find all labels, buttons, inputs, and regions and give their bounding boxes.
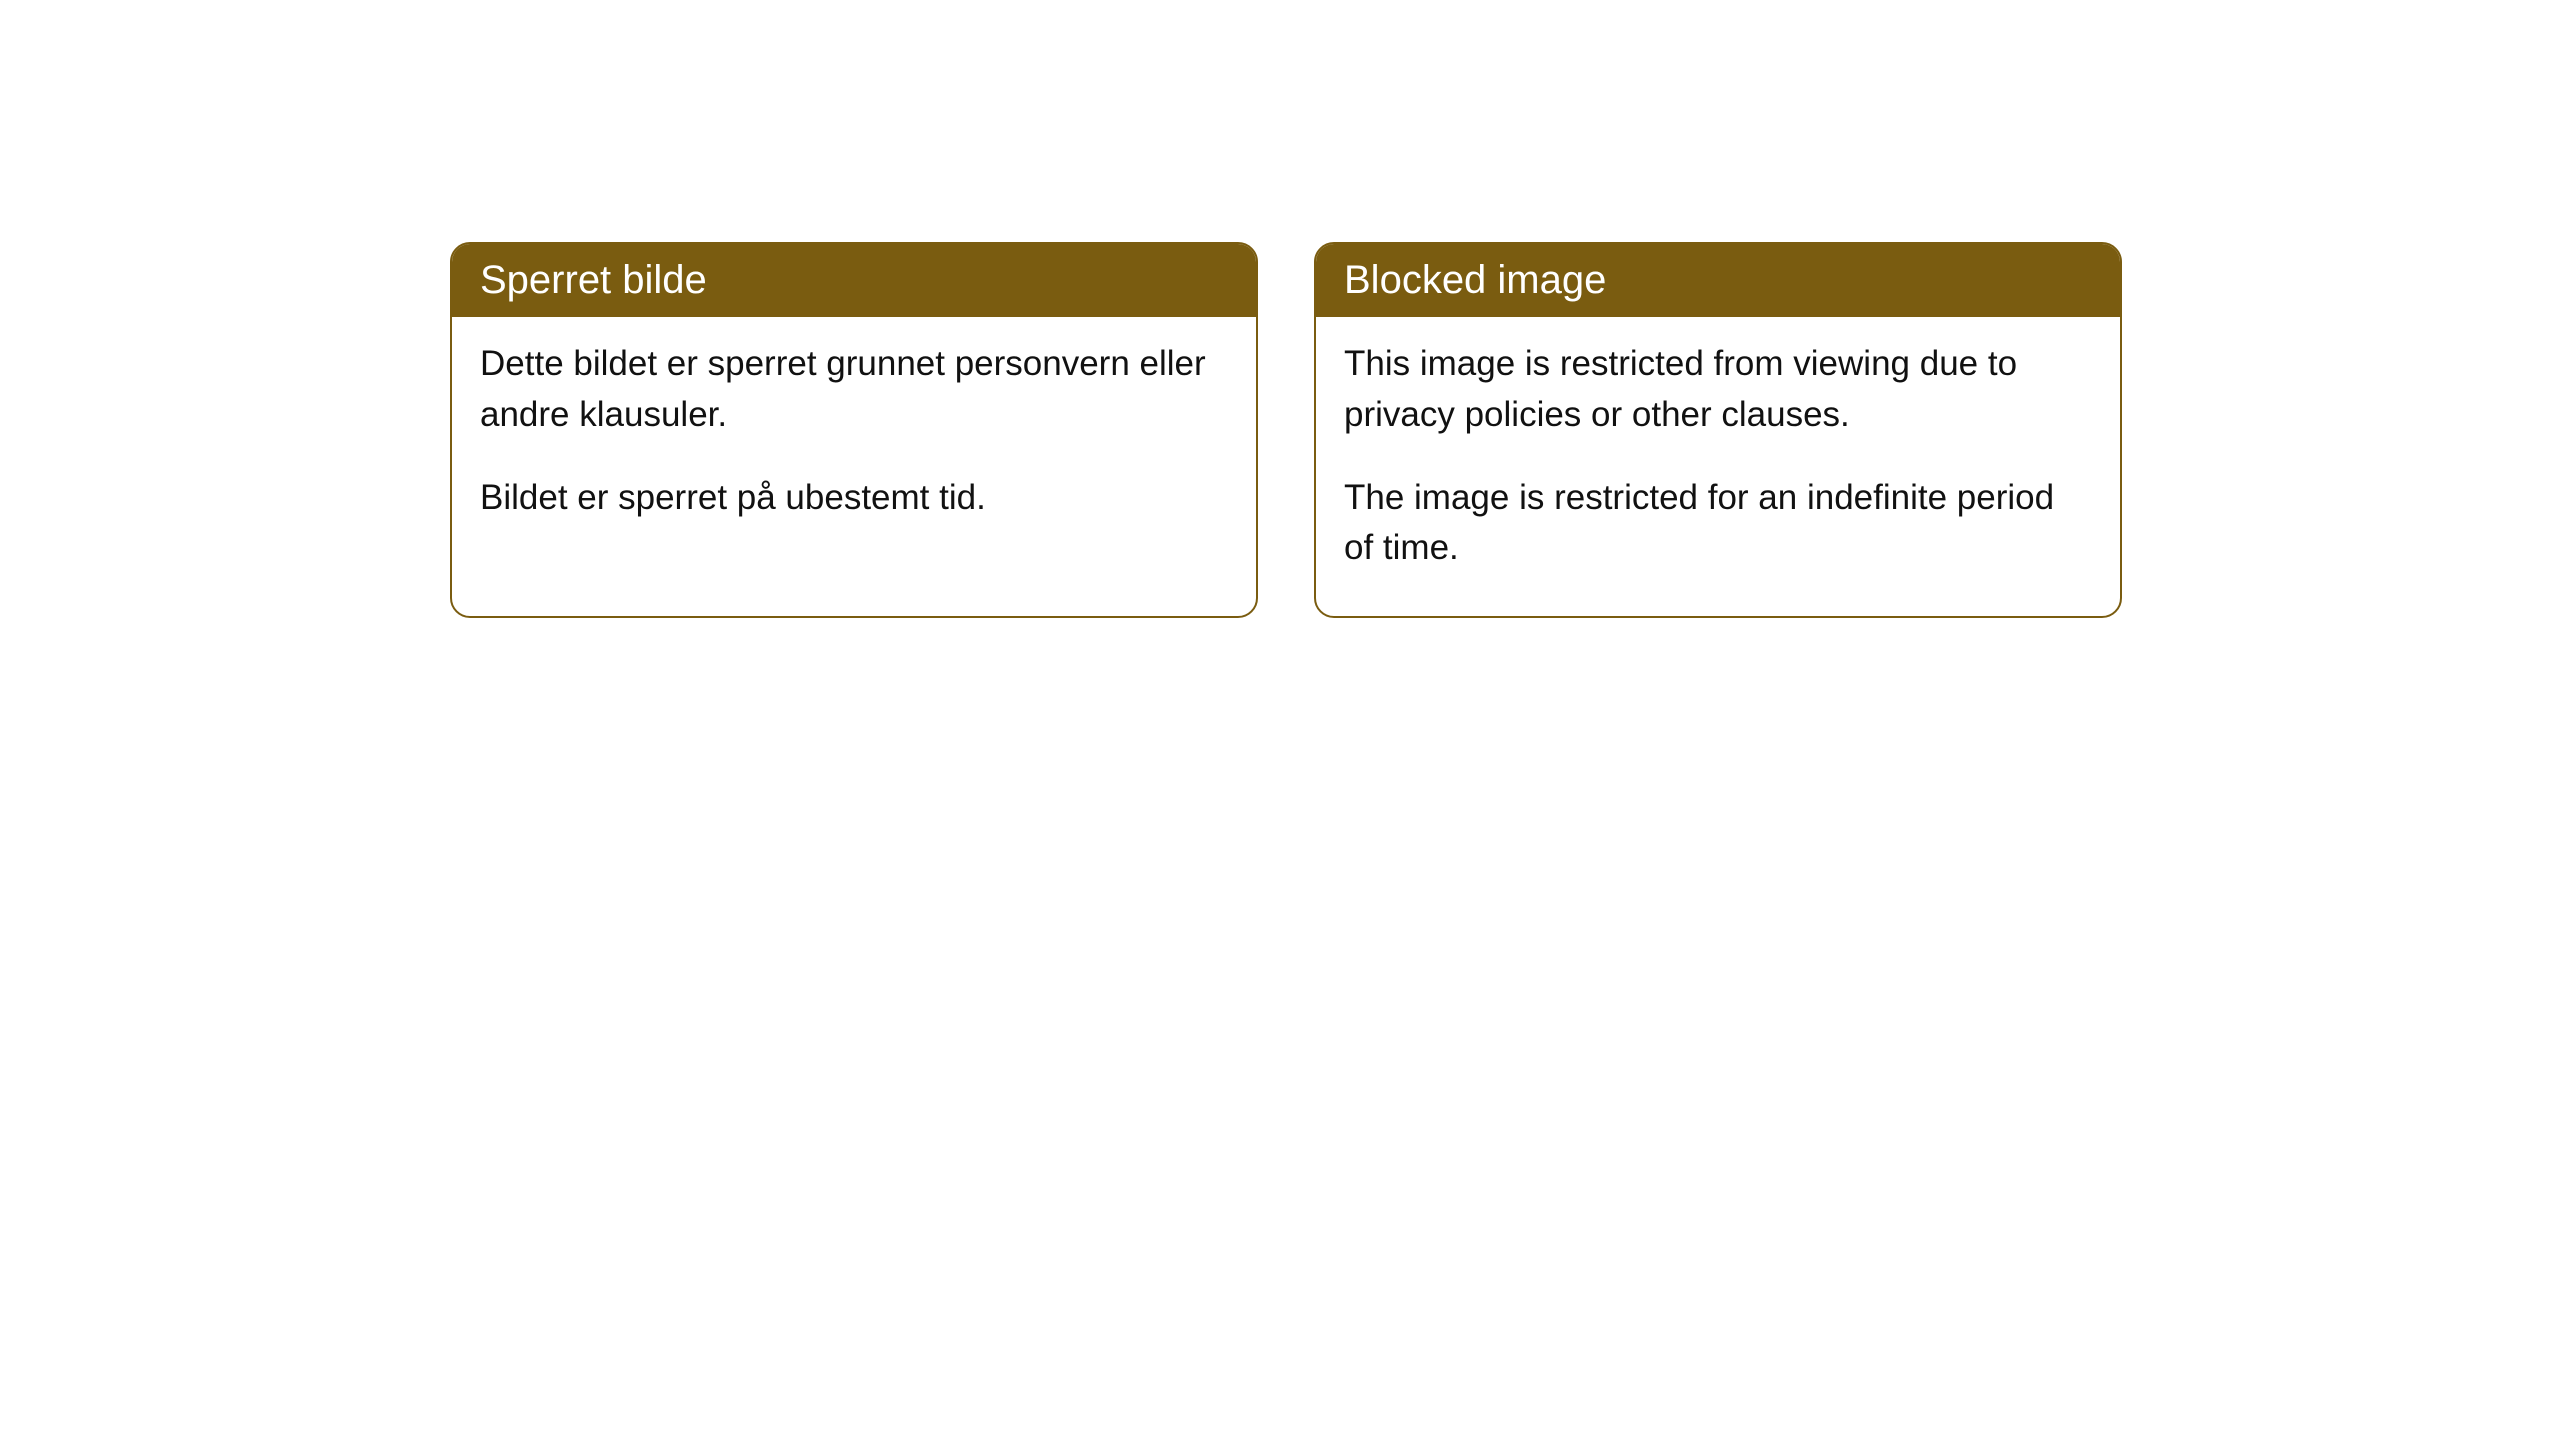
card-text-en-2: The image is restricted for an indefinit…: [1344, 473, 2092, 575]
card-title-no: Sperret bilde: [480, 258, 707, 302]
card-header-no: Sperret bilde: [452, 244, 1256, 317]
blocked-image-card-no: Sperret bilde Dette bildet er sperret gr…: [450, 242, 1258, 618]
card-title-en: Blocked image: [1344, 258, 1606, 302]
card-body-no: Dette bildet er sperret grunnet personve…: [452, 317, 1256, 565]
blocked-image-card-en: Blocked image This image is restricted f…: [1314, 242, 2122, 618]
card-header-en: Blocked image: [1316, 244, 2120, 317]
card-text-no-1: Dette bildet er sperret grunnet personve…: [480, 339, 1228, 441]
card-body-en: This image is restricted from viewing du…: [1316, 317, 2120, 616]
card-text-no-2: Bildet er sperret på ubestemt tid.: [480, 473, 1228, 524]
card-text-en-1: This image is restricted from viewing du…: [1344, 339, 2092, 441]
notice-cards-container: Sperret bilde Dette bildet er sperret gr…: [450, 242, 2122, 618]
